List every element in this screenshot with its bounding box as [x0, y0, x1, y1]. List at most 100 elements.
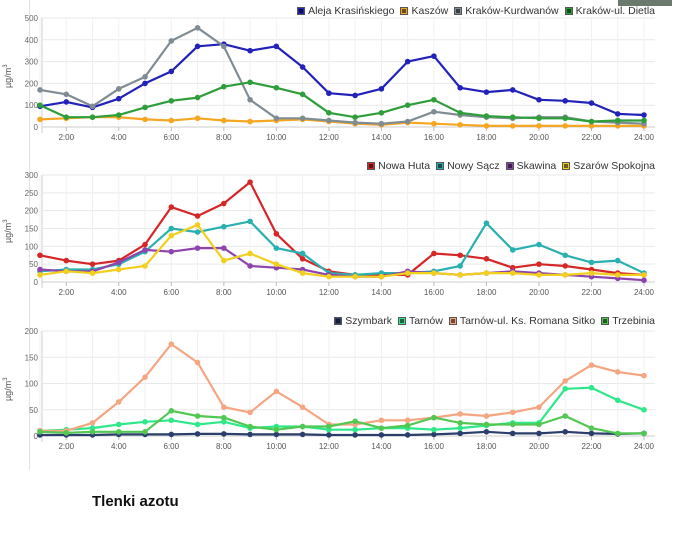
data-point — [536, 430, 542, 437]
legend-swatch — [601, 317, 610, 325]
data-point — [352, 92, 358, 99]
data-point — [562, 378, 569, 384]
data-point — [221, 200, 227, 207]
legend-item[interactable]: Nowy Sącz — [436, 160, 500, 172]
data-point — [115, 86, 122, 92]
data-point — [168, 204, 175, 210]
data-point — [221, 245, 227, 251]
x-tick-label: 20:00 — [529, 288, 550, 297]
data-point — [431, 250, 437, 257]
data-point — [247, 431, 253, 438]
data-point — [536, 261, 542, 267]
data-point — [431, 270, 437, 276]
legend-item[interactable]: Tarnów — [397, 315, 443, 327]
data-point — [168, 232, 175, 239]
series-line-3 — [39, 81, 644, 123]
data-point — [194, 213, 201, 219]
data-point — [562, 115, 569, 122]
data-point — [63, 114, 70, 120]
y-tick-label: 50 — [29, 260, 38, 269]
data-point — [247, 47, 253, 54]
x-tick-label: 24:00 — [634, 442, 655, 451]
legend-swatch — [297, 7, 306, 15]
data-point — [588, 118, 595, 125]
data-point — [509, 123, 516, 129]
data-point — [142, 419, 148, 425]
data-point — [536, 272, 542, 278]
data-point — [194, 25, 201, 31]
y-tick-label: 0 — [34, 123, 39, 132]
data-point — [115, 112, 122, 118]
x-tick-label: 18:00 — [476, 288, 497, 297]
data-point — [194, 245, 201, 251]
y-tick-label: 400 — [25, 36, 39, 45]
y-tick-label: 100 — [25, 380, 39, 389]
data-point — [431, 108, 437, 115]
y-tick-label: 50 — [29, 406, 38, 415]
legend-item[interactable]: Aleja Krasińskiego — [297, 5, 394, 17]
data-point — [299, 115, 306, 122]
data-point — [168, 408, 175, 414]
data-point — [89, 270, 96, 276]
data-point — [115, 259, 122, 266]
data-point — [273, 426, 280, 433]
data-point — [221, 419, 227, 425]
chart-middle: Nowa Huta Nowy Sącz Skawina Szarów Spokojna… — [0, 155, 677, 305]
legend-item[interactable]: Szymbark — [334, 315, 392, 327]
data-point — [378, 273, 385, 280]
data-point — [247, 118, 253, 125]
data-point — [168, 341, 175, 347]
data-point — [457, 263, 463, 269]
x-tick-label: 24:00 — [634, 133, 655, 142]
legend-item[interactable]: Tarnów-ul. Ks. Romana Sitko — [448, 315, 595, 327]
data-point — [457, 425, 463, 431]
data-point — [483, 113, 490, 119]
x-tick-label: 8:00 — [216, 288, 232, 297]
legend-item[interactable]: Kraków-Kurdwanów — [454, 5, 559, 17]
data-point — [641, 406, 647, 413]
legend-item[interactable]: Kaszów — [400, 5, 448, 17]
data-point — [142, 116, 148, 123]
data-point — [63, 268, 70, 275]
legend-item[interactable]: Trzebinia — [601, 315, 655, 327]
data-point — [37, 266, 43, 273]
data-point — [378, 110, 385, 116]
data-point — [194, 43, 201, 50]
legend-item[interactable]: Szarów Spokojna — [562, 160, 655, 172]
data-point — [247, 79, 253, 86]
data-point — [326, 110, 332, 116]
legend-label: Trzebinia — [612, 315, 655, 327]
x-tick-label: 8:00 — [216, 442, 232, 451]
data-point — [194, 413, 201, 419]
data-point — [509, 114, 516, 120]
data-point — [457, 252, 463, 259]
legend-label: Skawina — [516, 160, 557, 172]
data-point — [588, 259, 595, 266]
legend-swatch — [334, 317, 343, 325]
data-point — [588, 430, 595, 437]
data-point — [457, 430, 463, 437]
x-tick-label: 22:00 — [581, 288, 602, 297]
data-point — [641, 112, 647, 118]
data-point — [168, 68, 175, 75]
series-line-0 — [40, 430, 645, 437]
data-point — [378, 425, 385, 431]
data-point — [562, 123, 569, 129]
chart-upper: Aleja Krasińskiego Kaszów Kraków-Kurdwanów… — [0, 0, 677, 150]
x-tick-label: 22:00 — [581, 442, 602, 451]
chart-middle-plot: 0 50 100 150 200 250 300 2:00 4:00 6:00 8:00 10:00 1… — [25, 171, 655, 297]
legend-item[interactable]: Nowa Huta — [367, 160, 430, 172]
data-point — [536, 96, 542, 103]
data-point — [536, 123, 542, 129]
x-tick-label: 12:00 — [319, 442, 340, 451]
legend-swatch — [367, 162, 376, 170]
data-point — [221, 117, 227, 124]
legend-item[interactable]: Skawina — [505, 160, 557, 172]
x-tick-label: 2:00 — [58, 442, 74, 451]
legend-label: Tarnów — [408, 315, 443, 327]
data-point — [247, 423, 253, 430]
y-tick-label: 150 — [25, 225, 39, 234]
data-point — [273, 231, 280, 237]
data-point — [168, 248, 175, 255]
legend-item[interactable]: Kraków-ul. Dietla — [564, 5, 655, 17]
